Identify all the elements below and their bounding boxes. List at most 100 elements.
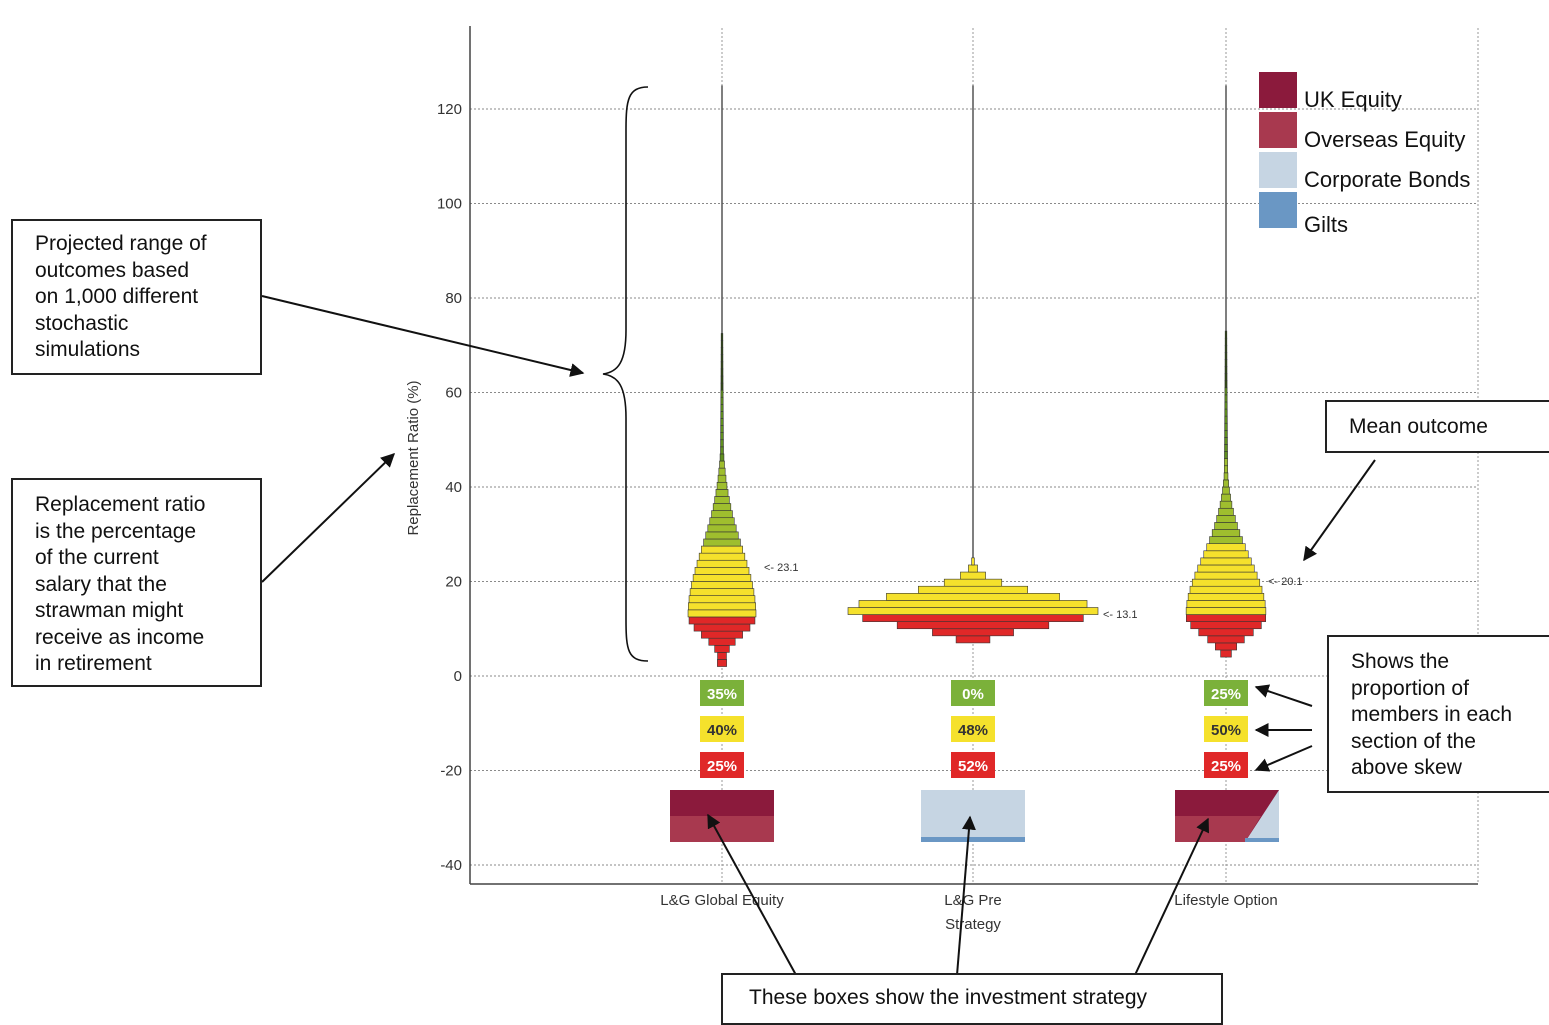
strategy-box-pre-strategy <box>921 790 1025 842</box>
callout-line: simulations <box>35 338 141 361</box>
distribution-bin <box>715 489 729 497</box>
distribution-bin <box>1224 366 1228 374</box>
distribution-bin <box>1186 600 1266 608</box>
distribution-bin <box>720 375 724 384</box>
distribution-bin <box>708 637 736 646</box>
arrow-green <box>1254 684 1313 707</box>
distribution-bin <box>688 602 756 611</box>
strategy-band-gilts <box>921 837 1025 842</box>
distribution-bin <box>1224 429 1228 438</box>
badge-yellow <box>1204 716 1248 742</box>
badge-text: 48% <box>958 722 988 739</box>
legend-swatch-corporate-bonds <box>1259 152 1297 188</box>
distribution-bin <box>1203 550 1249 559</box>
distribution-bin <box>1224 394 1228 403</box>
callout-line: above skew <box>1351 756 1462 779</box>
distribution-bin <box>896 621 1050 630</box>
strategy-boxes <box>670 790 1279 842</box>
distribution-bin <box>955 635 991 644</box>
distribution-bin <box>720 439 724 448</box>
legend-label-uk-equity: UK Equity <box>1304 87 1402 112</box>
distribution-bin <box>701 545 743 554</box>
distribution-bin <box>1211 529 1241 537</box>
y-tick-label: 40 <box>445 479 462 496</box>
badge-text: 25% <box>1211 686 1241 703</box>
distribution-bin <box>712 503 732 511</box>
distribution-bin <box>720 411 724 419</box>
badge-red <box>700 752 744 778</box>
distribution-bin <box>943 578 1003 587</box>
distribution-bin <box>693 623 751 632</box>
distribution-bin <box>720 361 724 370</box>
mean-label: <- 13.1 <box>1103 609 1138 621</box>
distribution-bin <box>696 559 748 568</box>
distribution-bin <box>1224 359 1228 367</box>
callout-line: Mean outcome <box>1349 415 1488 438</box>
distribution-bin <box>720 333 724 341</box>
distribution-3: <- 20.1 <box>1185 85 1303 658</box>
distribution-bin <box>720 396 724 405</box>
badge-text: 52% <box>958 758 988 775</box>
distribution-bin <box>1223 472 1229 481</box>
strategy-band-gilts <box>1245 838 1279 842</box>
distribution-bin <box>1224 422 1228 431</box>
distribution-bin <box>847 607 1099 615</box>
badge-text: 35% <box>707 686 737 703</box>
callout-line: section of the <box>1351 729 1476 753</box>
x-tick-label: Strategy <box>945 916 1001 933</box>
distribution-bin <box>1224 458 1228 467</box>
legend-swatch-overseas-equity <box>1259 112 1297 148</box>
distribution-bin <box>862 614 1084 622</box>
distribution-bin <box>714 496 730 504</box>
y-axis-label: Replacement Ratio (%) <box>405 380 422 535</box>
range-brace <box>602 86 649 662</box>
distribution-bin <box>1224 380 1228 389</box>
distribution-bin <box>711 510 733 519</box>
distribution-bin <box>1216 515 1236 523</box>
distribution-bin <box>1200 557 1252 566</box>
distribution-bin <box>971 557 975 566</box>
distribution-bin <box>720 354 724 363</box>
x-tick-label: Lifestyle Option <box>1174 892 1277 909</box>
range-callout: Projected range of outcomes based on 1,0… <box>11 219 262 375</box>
distribution-bin <box>687 609 757 618</box>
distribution-bin <box>720 389 724 398</box>
arrow-mean <box>1303 459 1376 562</box>
chart-axes: 120 100 80 60 40 20 0 -20 -40 <box>437 26 1478 885</box>
badge-green <box>700 680 744 706</box>
legend-label-gilts: Gilts <box>1304 212 1348 237</box>
distribution-bin <box>1206 543 1246 552</box>
legend-swatch-uk-equity <box>1259 72 1297 108</box>
distribution-bin <box>1222 486 1230 495</box>
distribution-bin <box>1224 437 1228 445</box>
distribution-bin <box>1224 344 1228 353</box>
callout-line: proportion of <box>1351 676 1469 700</box>
distribution-bin <box>719 453 725 462</box>
badge-text: 25% <box>707 758 737 775</box>
y-tick-label: 80 <box>445 290 462 307</box>
range-brace-path <box>602 86 649 662</box>
distribution-bin <box>719 460 725 469</box>
distribution-bin <box>1220 649 1232 658</box>
arrow-ratio <box>261 453 396 583</box>
distribution-bin <box>691 581 753 589</box>
distribution-bin <box>1215 642 1237 651</box>
distribution-1: <- 23.1 <box>687 85 799 667</box>
distribution-bin <box>1221 493 1231 502</box>
distribution-bin <box>720 382 724 391</box>
distribution-bin <box>886 593 1060 601</box>
callout-line: is the percentage <box>35 519 197 543</box>
distribution-bin <box>720 446 724 455</box>
badge-text: 25% <box>1211 758 1241 775</box>
distribution-bin <box>720 432 724 441</box>
distribution-bin <box>698 552 746 561</box>
distribution-bin <box>1194 571 1258 580</box>
distribution-bin <box>1191 578 1261 587</box>
x-tick-label: L&G Pre <box>944 892 1002 909</box>
distribution-bin <box>720 340 724 348</box>
distribution-bin <box>1224 352 1228 360</box>
distribution-bin <box>1189 585 1263 594</box>
distribution-bin <box>1214 522 1238 530</box>
y-tick-label: 60 <box>445 385 462 402</box>
distribution-bin <box>720 418 724 426</box>
